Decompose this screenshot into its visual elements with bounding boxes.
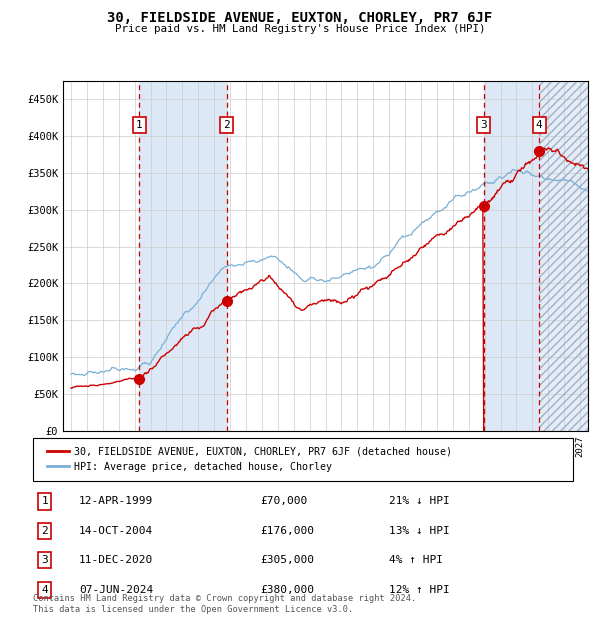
Text: £176,000: £176,000 bbox=[260, 526, 314, 536]
Bar bbox=[484, 81, 539, 431]
Bar bbox=[539, 81, 596, 431]
Text: 12% ↑ HPI: 12% ↑ HPI bbox=[389, 585, 450, 595]
Text: £70,000: £70,000 bbox=[260, 497, 307, 507]
Text: 1: 1 bbox=[41, 497, 48, 507]
Text: 14-OCT-2004: 14-OCT-2004 bbox=[79, 526, 153, 536]
Bar bbox=[139, 81, 227, 431]
Text: 4: 4 bbox=[41, 585, 48, 595]
Text: Price paid vs. HM Land Registry's House Price Index (HPI): Price paid vs. HM Land Registry's House … bbox=[115, 24, 485, 33]
Text: 3: 3 bbox=[41, 556, 48, 565]
Legend: 30, FIELDSIDE AVENUE, EUXTON, CHORLEY, PR7 6JF (detached house), HPI: Average pr: 30, FIELDSIDE AVENUE, EUXTON, CHORLEY, P… bbox=[43, 443, 457, 476]
Text: 12-APR-1999: 12-APR-1999 bbox=[79, 497, 153, 507]
Text: 21% ↓ HPI: 21% ↓ HPI bbox=[389, 497, 450, 507]
Text: 11-DEC-2020: 11-DEC-2020 bbox=[79, 556, 153, 565]
Text: 2: 2 bbox=[41, 526, 48, 536]
Text: 13% ↓ HPI: 13% ↓ HPI bbox=[389, 526, 450, 536]
Text: £305,000: £305,000 bbox=[260, 556, 314, 565]
Text: £380,000: £380,000 bbox=[260, 585, 314, 595]
Text: 30, FIELDSIDE AVENUE, EUXTON, CHORLEY, PR7 6JF: 30, FIELDSIDE AVENUE, EUXTON, CHORLEY, P… bbox=[107, 11, 493, 25]
Bar bbox=[539, 81, 596, 431]
FancyBboxPatch shape bbox=[33, 438, 573, 480]
Text: 07-JUN-2024: 07-JUN-2024 bbox=[79, 585, 153, 595]
Text: 4% ↑ HPI: 4% ↑ HPI bbox=[389, 556, 443, 565]
Text: Contains HM Land Registry data © Crown copyright and database right 2024.
This d: Contains HM Land Registry data © Crown c… bbox=[33, 595, 416, 614]
Text: 2: 2 bbox=[223, 120, 230, 130]
Text: 4: 4 bbox=[536, 120, 542, 130]
Text: 1: 1 bbox=[136, 120, 143, 130]
Text: 3: 3 bbox=[481, 120, 487, 130]
